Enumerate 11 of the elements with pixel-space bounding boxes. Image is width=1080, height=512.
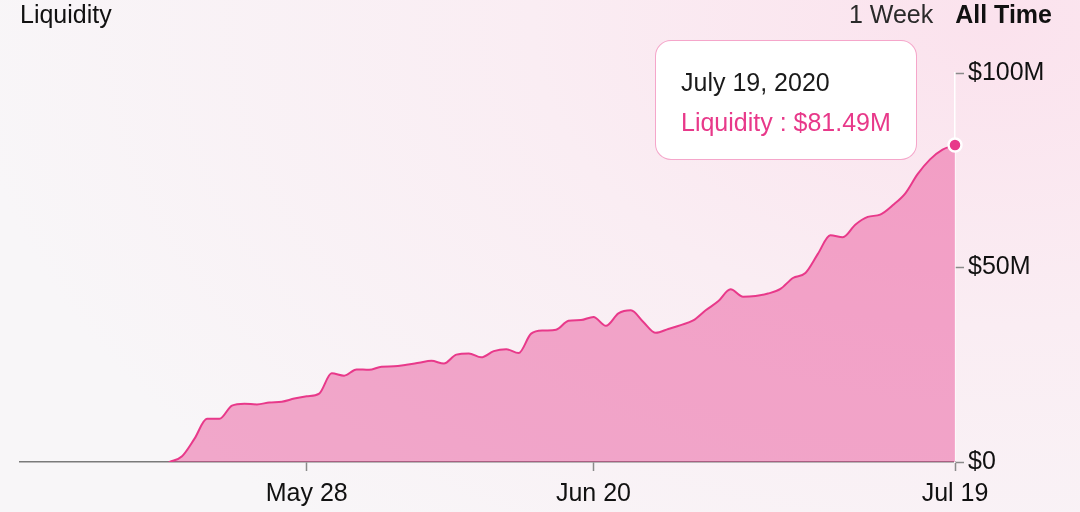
annotation: Liquidity : $81.49M	[681, 107, 891, 137]
y-tick-label: $0	[968, 445, 996, 474]
y-tick-label: $100M	[968, 56, 1045, 85]
x-tick-label: Jun 20	[555, 477, 631, 506]
x-tick-label: May 28	[265, 477, 348, 506]
y-tick-label: $50M	[968, 251, 1031, 280]
annotation: July 19, 2020	[681, 67, 830, 97]
text: All Time	[955, 0, 1052, 28]
x-tick-label: Jul 19	[921, 477, 989, 506]
text: 1 Week	[848, 0, 934, 28]
chart-title: Liquidity	[20, 0, 112, 28]
